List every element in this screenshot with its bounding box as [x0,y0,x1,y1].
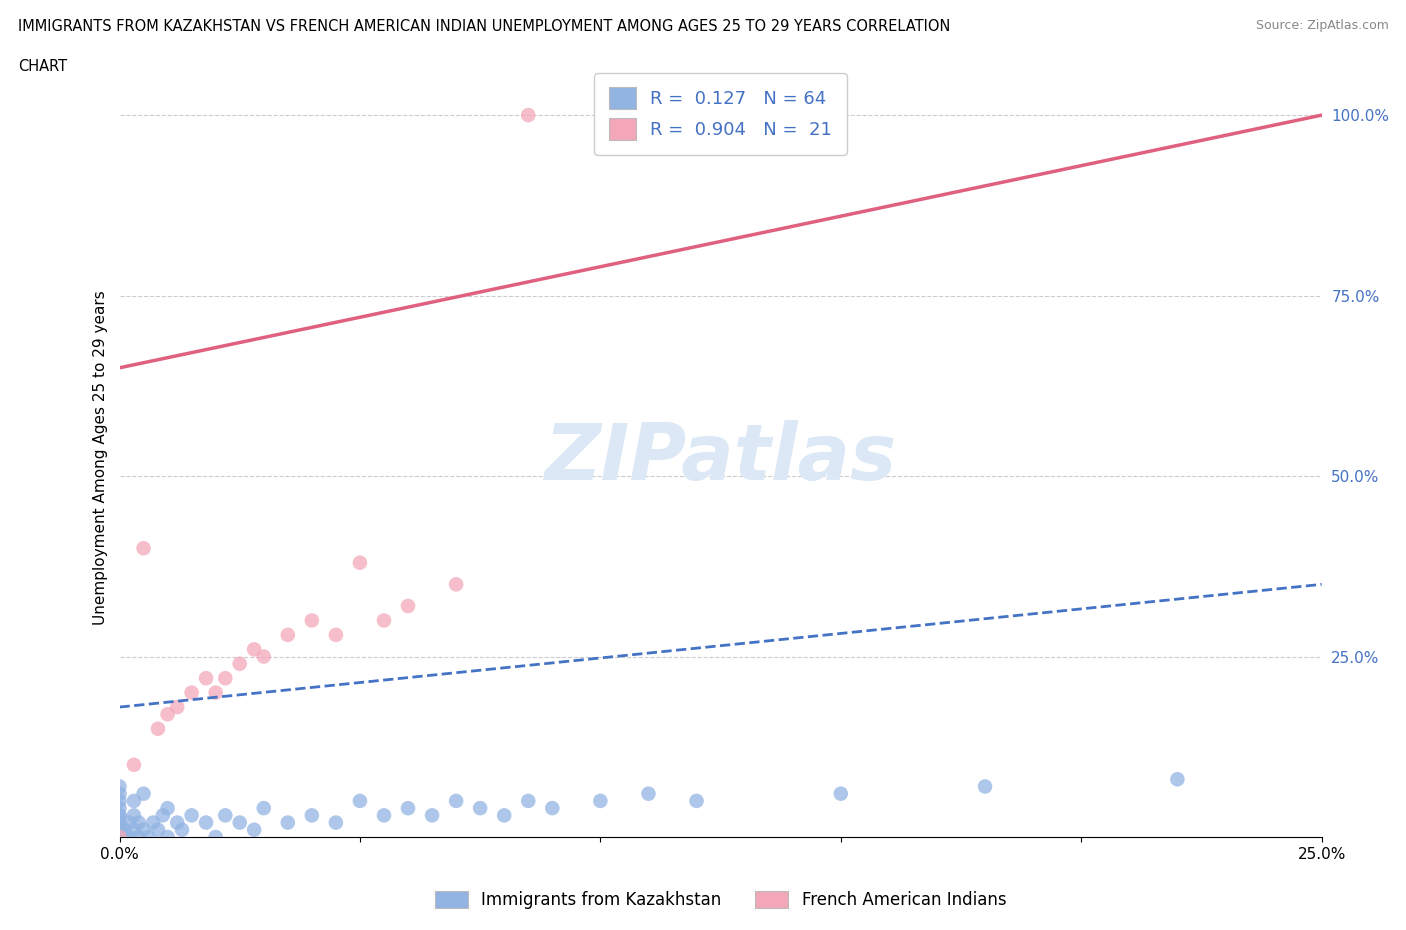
Point [517,108,540,123]
Point [108,801,131,816]
Point [108,830,131,844]
Point [108,830,131,844]
Text: CHART: CHART [18,59,67,73]
Point [195,815,218,830]
Point [396,801,419,816]
Point [349,793,371,808]
Point [108,830,131,844]
Point [180,808,202,823]
Point [108,830,131,844]
Point [108,808,131,823]
Point [243,822,266,837]
Point [214,808,236,823]
Point [195,671,218,685]
Point [122,793,145,808]
Point [108,830,131,844]
Legend: Immigrants from Kazakhstan, French American Indians: Immigrants from Kazakhstan, French Ameri… [429,884,1012,916]
Point [108,815,131,830]
Text: Source: ZipAtlas.com: Source: ZipAtlas.com [1256,19,1389,32]
Point [132,786,155,801]
Point [170,822,193,837]
Point [325,815,347,830]
Point [541,801,564,816]
Point [108,779,131,794]
Point [142,815,165,830]
Point [156,801,179,816]
Point [468,801,492,816]
Point [138,830,160,844]
Point [108,830,131,844]
Point [325,628,347,643]
Point [128,830,150,844]
Point [118,815,141,830]
Point [373,808,395,823]
Point [112,822,135,837]
Point [122,757,145,772]
Point [277,815,299,830]
Point [146,722,169,737]
Point [152,808,174,823]
Point [108,830,131,844]
Point [108,822,131,837]
Point [180,685,202,700]
Text: IMMIGRANTS FROM KAZAKHSTAN VS FRENCH AMERICAN INDIAN UNEMPLOYMENT AMONG AGES 25 : IMMIGRANTS FROM KAZAKHSTAN VS FRENCH AME… [18,19,950,33]
Point [128,815,150,830]
Point [243,642,266,657]
Point [108,815,131,830]
Point [108,786,131,801]
Point [146,822,169,837]
Point [228,657,252,671]
Point [108,830,131,844]
Point [112,830,135,844]
Point [204,685,226,700]
Point [132,541,155,556]
Point [589,793,612,808]
Point [108,830,131,844]
Point [396,599,419,614]
Point [122,808,145,823]
Point [444,577,467,591]
Point [166,699,188,714]
Point [830,786,852,801]
Point [108,822,131,837]
Point [108,830,131,844]
Point [214,671,236,685]
Point [253,801,276,816]
Point [349,555,371,570]
Point [253,649,276,664]
Point [373,613,395,628]
Text: ZIPatlas: ZIPatlas [544,420,897,496]
Point [156,830,179,844]
Point [637,786,659,801]
Point [166,815,188,830]
Point [420,808,443,823]
Point [204,830,226,844]
Point [228,815,252,830]
Point [118,830,141,844]
Point [685,793,707,808]
Point [301,613,323,628]
Y-axis label: Unemployment Among Ages 25 to 29 years: Unemployment Among Ages 25 to 29 years [93,291,108,625]
Point [517,793,540,808]
Point [108,793,131,808]
Point [108,808,131,823]
Point [494,808,516,823]
Point [301,808,323,823]
Point [444,793,467,808]
Point [108,830,131,844]
Point [1166,772,1188,787]
Point [132,822,155,837]
Point [277,628,299,643]
Point [974,779,997,794]
Point [156,707,179,722]
Point [122,822,145,837]
